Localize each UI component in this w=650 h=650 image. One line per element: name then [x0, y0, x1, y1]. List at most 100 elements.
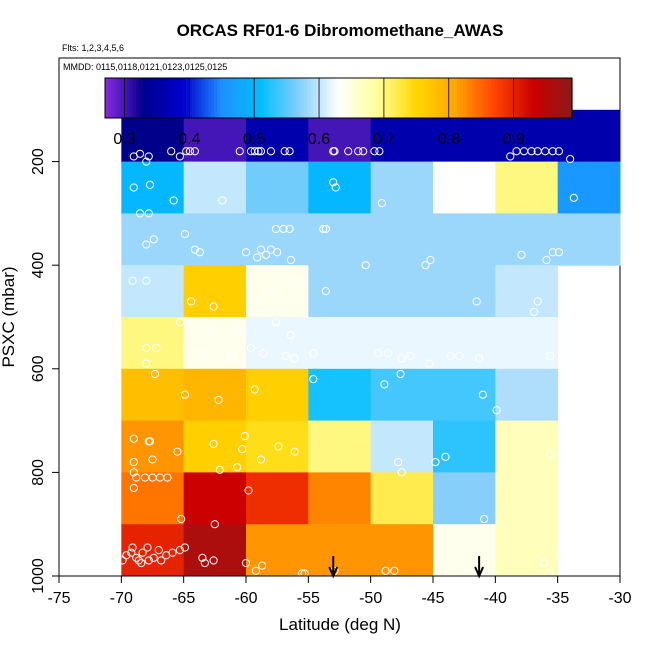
- colorbar-segment: [450, 78, 455, 118]
- sample-marker: [250, 147, 259, 156]
- colorbar-segment: [568, 78, 573, 118]
- sample-marker: [132, 473, 141, 482]
- sample-marker: [244, 486, 253, 495]
- colorbar-segment: [466, 78, 470, 118]
- colorbar-segment: [220, 78, 224, 118]
- colorbar-segment: [363, 78, 368, 118]
- sample-marker: [169, 196, 178, 205]
- colorbar-segment: [341, 78, 346, 118]
- sample-marker: [251, 566, 261, 575]
- colorbar-segment: [338, 78, 343, 118]
- chart-title: ORCAS RF01-6 Dibromomethane_AWAS: [177, 21, 504, 40]
- y-tick-label: 600: [30, 355, 47, 382]
- heatmap-cell: [495, 161, 559, 214]
- heatmap-cell: [246, 368, 309, 422]
- sample-marker: [241, 248, 251, 257]
- colorbar-segment: [316, 78, 321, 118]
- heatmap-cell: [370, 317, 434, 370]
- sample-marker: [370, 147, 379, 156]
- colorbar-segment: [304, 78, 308, 118]
- colorbar-segment: [307, 78, 312, 118]
- sample-marker: [173, 447, 182, 456]
- sample-marker: [433, 558, 443, 568]
- heatmap-cell: [183, 368, 247, 422]
- colorbar-segment: [397, 78, 402, 118]
- sample-marker: [149, 553, 158, 562]
- heatmap-cell: [308, 368, 372, 422]
- colorbar-segment: [413, 78, 417, 118]
- colorbar-segment: [431, 78, 436, 118]
- colorbar-segment: [400, 78, 405, 118]
- colorbar-segment: [129, 78, 134, 118]
- colorbar-segment: [375, 78, 380, 118]
- x-tick-label: -60: [234, 590, 257, 607]
- colorbar-segment: [481, 78, 486, 118]
- colorbar-segment: [329, 78, 333, 118]
- sample-marker: [214, 395, 223, 404]
- heatmap-cell: [370, 368, 434, 422]
- heatmap-cell: [557, 109, 621, 163]
- colorbar-tick-label: 0.8: [438, 131, 460, 148]
- sample-marker: [157, 556, 166, 565]
- colorbar-segment: [509, 78, 514, 118]
- colorbar-segment: [170, 78, 175, 118]
- colorbar-segment: [133, 78, 137, 118]
- sample-marker: [280, 147, 289, 156]
- sample-marker: [359, 147, 368, 156]
- sample-marker: [167, 147, 176, 156]
- colorbar-segment: [223, 78, 228, 118]
- colorbar-segment: [148, 78, 153, 118]
- sample-marker: [319, 224, 328, 234]
- sample-marker: [290, 447, 299, 456]
- colorbar-segment: [506, 78, 511, 118]
- sample-marker: [554, 147, 564, 156]
- heatmap-cell: [121, 213, 185, 266]
- sample-marker: [397, 468, 406, 477]
- sample-marker: [175, 318, 185, 327]
- dates-note: MMDD: 0115,0118,0121,0123,0125,0125: [63, 62, 227, 72]
- colorbar-segment: [344, 78, 349, 118]
- sample-marker: [138, 548, 147, 557]
- sample-marker: [150, 369, 160, 379]
- sample-marker: [210, 520, 219, 529]
- sample-marker: [209, 439, 218, 449]
- colorbar-segment: [288, 78, 293, 118]
- heatmap-cell: [121, 472, 185, 525]
- sample-marker: [281, 351, 290, 360]
- sample-marker: [142, 240, 151, 249]
- sample-marker: [294, 276, 303, 285]
- sample-marker: [134, 556, 143, 565]
- colorbar-segment: [145, 78, 150, 118]
- colorbar-segment: [167, 78, 171, 118]
- heatmap-cell: [308, 213, 372, 266]
- colorbar-segment: [394, 78, 399, 118]
- colorbar-segment: [385, 78, 389, 118]
- sample-marker: [253, 253, 262, 262]
- colorbar-segment: [347, 78, 352, 118]
- sample-marker: [455, 351, 464, 360]
- sample-marker: [198, 553, 207, 562]
- sample-marker: [472, 297, 481, 306]
- colorbar-segment: [494, 78, 498, 118]
- sample-marker: [381, 566, 390, 575]
- colorbar-segment: [487, 78, 492, 118]
- colorbar-segment: [357, 78, 361, 118]
- colorbar-segment: [157, 78, 162, 118]
- sample-marker: [163, 473, 172, 482]
- heatmap-cell: [370, 472, 434, 525]
- heatmap-cell: [433, 368, 496, 422]
- colorbar-segment: [126, 78, 131, 118]
- sample-marker: [286, 331, 295, 340]
- sample-marker: [256, 455, 266, 464]
- colorbar-segment: [540, 78, 545, 118]
- colorbar-segment: [176, 78, 181, 118]
- colorbar-segment: [198, 78, 203, 118]
- colorbar-segment: [179, 78, 184, 118]
- colorbar-segment: [350, 78, 355, 118]
- colorbar-segment: [322, 78, 327, 118]
- sample-marker: [215, 465, 224, 474]
- heatmap-cell: [433, 109, 496, 163]
- colorbar-segment: [419, 78, 424, 118]
- sample-marker: [177, 514, 186, 524]
